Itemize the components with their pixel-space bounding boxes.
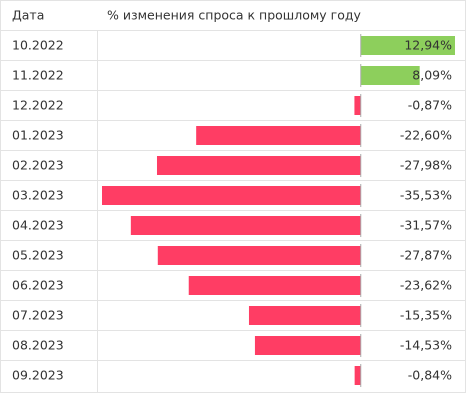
value-label: 8,09% (412, 68, 452, 83)
bar (157, 246, 361, 265)
value-label: -22,60% (400, 128, 452, 143)
value-label: -0,84% (408, 368, 452, 383)
row-label: 06.2023 (12, 278, 64, 293)
value-label: 12,94% (404, 38, 452, 53)
bar (156, 156, 361, 175)
value-label: -31,57% (400, 218, 452, 233)
bar (248, 306, 361, 325)
row-label: 09.2023 (12, 368, 64, 383)
bar (196, 126, 361, 145)
value-label: -0,87% (408, 98, 452, 113)
value-label: -15,35% (400, 308, 452, 323)
bar (360, 66, 420, 85)
value-label: -35,53% (400, 188, 452, 203)
value-label: -27,87% (400, 248, 452, 263)
row-label: 12.2022 (12, 98, 64, 113)
row-label: 08.2023 (12, 338, 64, 353)
row-label: 01.2023 (12, 128, 64, 143)
row-label: 04.2023 (12, 218, 64, 233)
bar (254, 336, 361, 355)
row-label: 10.2022 (12, 38, 64, 53)
value-label: -23,62% (400, 278, 452, 293)
row-label: 07.2023 (12, 308, 64, 323)
row-label: 11.2022 (12, 68, 64, 83)
row-label: 05.2023 (12, 248, 64, 263)
column-header: Дата (12, 8, 44, 23)
bar (102, 186, 361, 205)
column-header: % изменения спроса к прошлому году (107, 8, 362, 23)
bar (188, 276, 361, 295)
bar (130, 216, 361, 235)
bar (354, 366, 361, 385)
bar (360, 36, 455, 55)
bar (354, 96, 361, 115)
value-label: -27,98% (400, 158, 452, 173)
value-label: -14,53% (400, 338, 452, 353)
row-label: 03.2023 (12, 188, 64, 203)
row-label: 02.2023 (12, 158, 64, 173)
